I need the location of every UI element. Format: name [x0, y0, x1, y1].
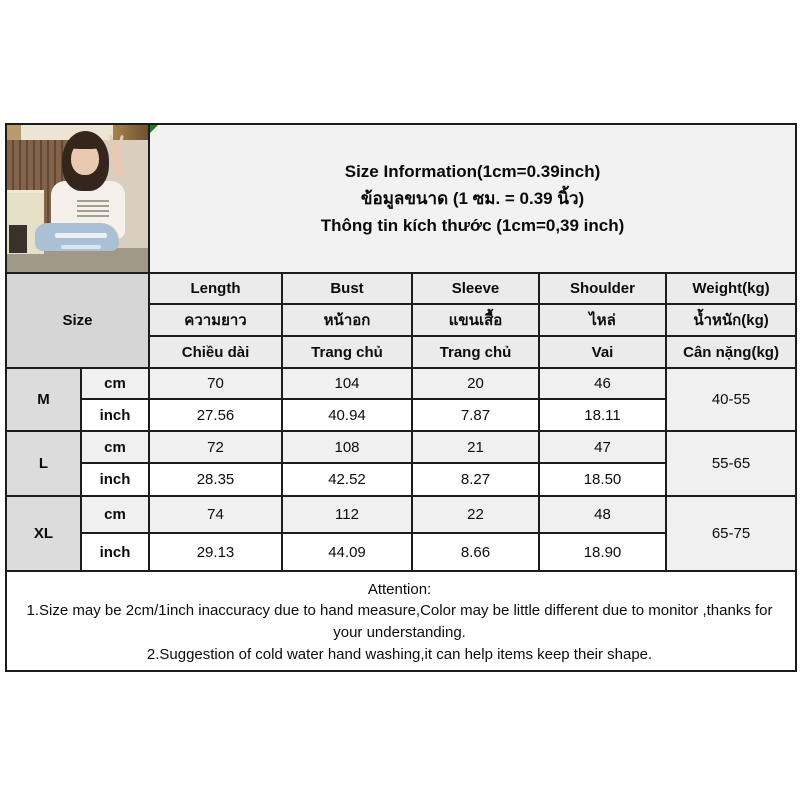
xl-sleeve-cm: 22 — [411, 495, 540, 534]
col-bust-vi: Trang chủ — [281, 335, 413, 369]
unit-inch-label: inch — [80, 532, 150, 572]
col-weight-th: น้ำหนัก(kg) — [664, 303, 798, 337]
m-shoulder-inch: 18.11 — [538, 398, 667, 432]
col-sleeve-vi: Trang chủ — [411, 335, 540, 369]
photo-bangs — [69, 137, 101, 149]
col-weight-en: Weight(kg) — [664, 272, 798, 305]
unit-cm-label: cm — [80, 367, 150, 400]
size-corner-label: Size — [5, 272, 150, 369]
unit-inch-label: inch — [80, 398, 150, 432]
unit-cm-label: cm — [80, 495, 150, 534]
xl-sleeve-inch: 8.66 — [411, 532, 540, 572]
photo-watermark — [61, 245, 101, 249]
attention-note: Attention: 1.Size may be 2cm/1inch inacc… — [4, 570, 798, 672]
col-shoulder-vi: Vai — [538, 335, 667, 369]
l-shoulder-cm: 47 — [538, 430, 667, 464]
m-length-cm: 70 — [148, 367, 283, 400]
title-vietnamese: Thông tin kích thước (1cm=0,39 inch) — [320, 216, 625, 236]
m-sleeve-inch: 7.87 — [411, 398, 540, 432]
title-thai: ข้อมูลขนาด (1 ซม. = 0.39 นิ้ว) — [360, 188, 585, 208]
m-bust-cm: 104 — [281, 367, 413, 400]
col-sleeve-th: แขนเสื้อ — [411, 303, 540, 337]
size-xl-label: XL — [5, 495, 82, 572]
xl-bust-cm: 112 — [281, 495, 413, 534]
m-weight-range: 40-55 — [664, 367, 798, 432]
xl-length-inch: 29.13 — [148, 532, 283, 572]
unit-inch-label: inch — [80, 462, 150, 497]
table-row: XL cm 74 112 22 48 65-75 — [5, 495, 798, 572]
table-row: L cm 72 108 21 47 55-65 — [5, 430, 798, 497]
col-bust-th: หน้าอก — [281, 303, 413, 337]
col-length-th: ความยาว — [148, 303, 283, 337]
l-sleeve-inch: 8.27 — [411, 462, 540, 497]
model-photo — [8, 126, 147, 271]
m-bust-inch: 40.94 — [281, 398, 413, 432]
attention-line-1: 1.Size may be 2cm/1inch inaccuracy due t… — [26, 602, 773, 641]
cell-flag-icon — [151, 126, 158, 133]
table-row: M cm 70 104 20 46 40-55 — [5, 367, 798, 432]
attention-heading: Attention: — [367, 580, 432, 598]
attention-line-2: 2.Suggestion of cold water hand washing,… — [146, 645, 653, 663]
col-sleeve-en: Sleeve — [411, 272, 540, 305]
xl-shoulder-inch: 18.90 — [538, 532, 667, 572]
size-table: Size Information(1cm=0.39inch) ข้อมูลขนา… — [4, 123, 798, 672]
product-photo-cell — [5, 123, 150, 274]
col-weight-vi: Cân nặng(kg) — [664, 335, 798, 369]
table-row: inch 27.56 40.94 7.87 18.11 — [6, 398, 796, 432]
photo-watermark — [55, 233, 107, 238]
xl-length-cm: 74 — [148, 495, 283, 534]
l-shoulder-inch: 18.50 — [538, 462, 667, 497]
m-shoulder-cm: 46 — [538, 367, 667, 400]
size-m-label: M — [5, 367, 82, 432]
l-length-inch: 28.35 — [148, 462, 283, 497]
title-english: Size Information(1cm=0.39inch) — [344, 161, 601, 181]
title-cell: Size Information(1cm=0.39inch) ข้อมูลขนา… — [147, 123, 798, 274]
col-shoulder-th: ไหล่ — [538, 303, 667, 337]
m-length-inch: 27.56 — [148, 398, 283, 432]
table-row: inch 28.35 42.52 8.27 18.50 — [6, 462, 796, 497]
l-weight-range: 55-65 — [664, 430, 798, 497]
col-length-vi: Chiều dài — [148, 335, 283, 369]
photo-tshirt-print — [77, 200, 109, 218]
xl-shoulder-cm: 48 — [538, 495, 667, 534]
l-length-cm: 72 — [148, 430, 283, 464]
unit-cm-label: cm — [80, 430, 150, 464]
l-bust-inch: 42.52 — [281, 462, 413, 497]
col-bust-en: Bust — [281, 272, 413, 305]
xl-bust-inch: 44.09 — [281, 532, 413, 572]
photo-cabinet-opening — [9, 225, 27, 253]
col-length-en: Length — [148, 272, 283, 305]
xl-weight-range: 65-75 — [664, 495, 798, 572]
table-row: inch 29.13 44.09 8.66 18.90 — [6, 532, 796, 572]
l-bust-cm: 108 — [281, 430, 413, 464]
l-sleeve-cm: 21 — [411, 430, 540, 464]
size-l-label: L — [5, 430, 82, 497]
col-shoulder-en: Shoulder — [538, 272, 667, 305]
m-sleeve-cm: 20 — [411, 367, 540, 400]
